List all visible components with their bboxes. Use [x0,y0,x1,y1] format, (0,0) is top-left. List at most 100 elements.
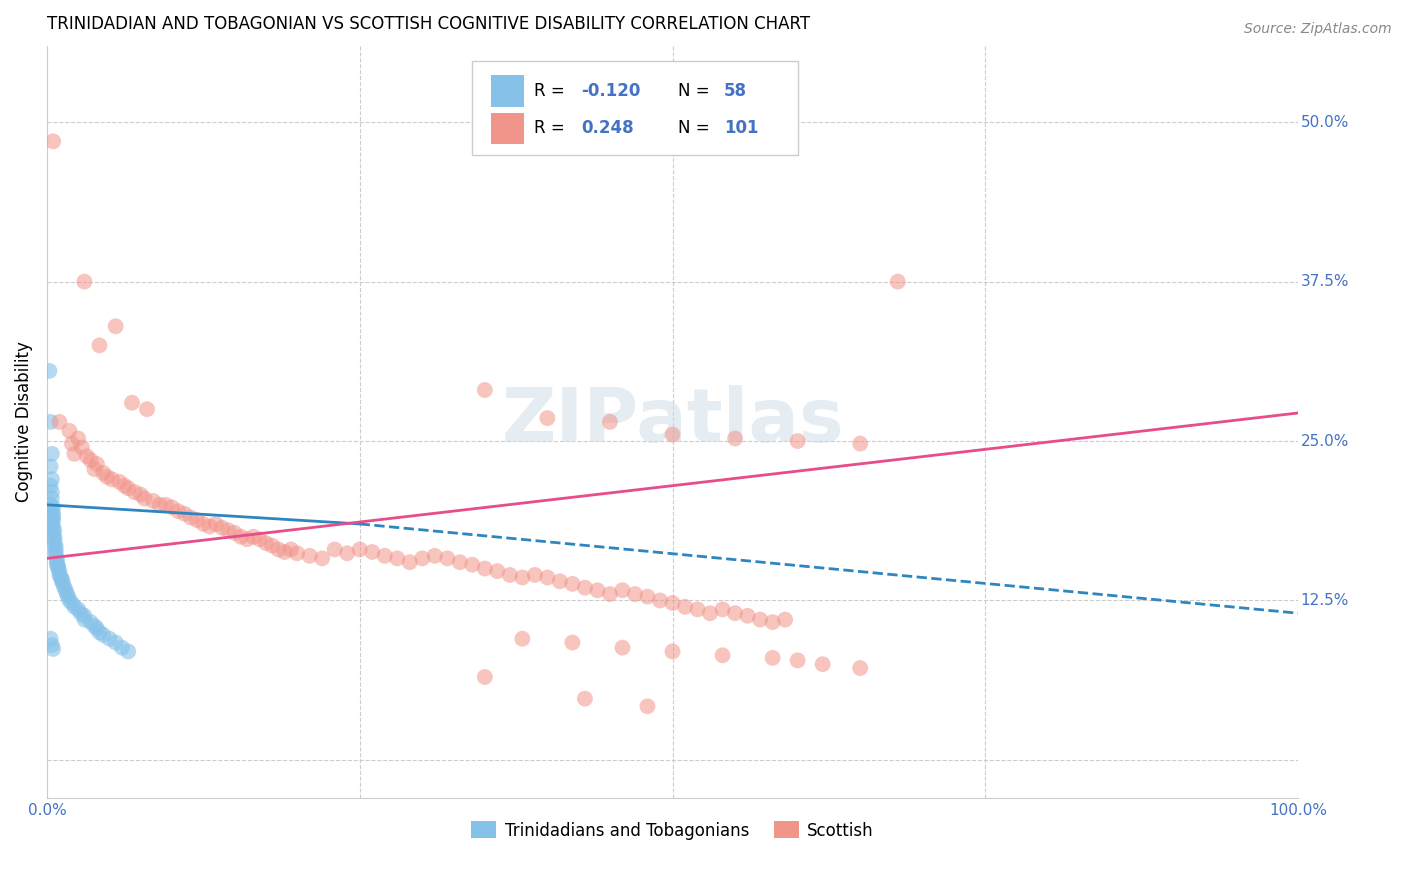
Point [55,583,77,598]
Point [586,583,609,598]
Point [58,593,80,607]
Point [51,572,73,586]
Point [661,427,683,442]
Point [436,551,458,566]
Text: TRINIDADIAN AND TOBAGONIAN VS SCOTTISH COGNITIVE DISABILITY CORRELATION CHART: TRINIDADIAN AND TOBAGONIAN VS SCOTTISH C… [46,15,810,33]
Point [561,577,583,591]
Point [134,491,156,506]
Text: 37.5%: 37.5% [1301,274,1350,289]
Point [599,415,621,429]
Point [599,587,621,601]
Point [142,494,165,508]
Point [44,530,66,544]
Point [160,500,183,515]
Point [67,432,90,446]
Point [193,516,215,531]
Point [249,533,271,547]
Point [46,561,69,575]
Point [42,525,65,540]
Point [41,504,63,518]
Point [70,441,93,455]
Text: R =: R = [534,120,569,137]
Text: 0.248: 0.248 [581,120,634,137]
Point [637,590,659,604]
Point [41,472,63,486]
Point [41,485,63,500]
Point [612,583,634,598]
Point [48,564,70,578]
FancyBboxPatch shape [491,75,523,107]
Point [211,521,233,535]
Point [512,570,534,584]
Point [45,542,67,557]
Point [661,596,683,610]
Point [523,568,546,582]
Point [737,608,759,623]
Point [236,533,259,547]
Point [41,491,63,506]
Point [39,459,62,474]
Point [486,564,509,578]
Point [41,516,63,531]
Point [73,608,96,623]
Point [89,338,111,352]
Point [117,644,139,658]
Point [98,632,121,646]
Point [42,500,65,515]
Point [186,513,208,527]
Text: 50.0%: 50.0% [1301,115,1348,129]
Point [56,587,79,601]
Point [69,606,91,620]
Point [661,644,683,658]
Point [711,648,734,663]
Point [136,402,159,417]
Point [536,570,558,584]
Point [45,539,67,553]
Point [686,602,709,616]
Point [39,498,62,512]
Point [499,568,522,582]
Point [474,383,496,397]
Text: Source: ZipAtlas.com: Source: ZipAtlas.com [1244,22,1392,37]
Point [762,615,785,629]
Point [91,466,114,480]
Point [411,551,433,566]
Point [811,657,834,672]
Point [121,396,143,410]
Point [91,628,114,642]
Point [42,510,65,524]
Point [155,498,177,512]
Point [336,546,359,560]
Point [73,613,96,627]
Point [204,516,226,531]
Point [786,434,808,448]
Point [45,555,67,569]
Point [45,545,67,559]
Text: ZIPatlas: ZIPatlas [501,385,844,458]
Point [96,469,118,483]
Point [474,561,496,575]
Point [273,545,295,559]
Point [129,487,152,501]
Text: R =: R = [534,82,569,100]
Point [474,670,496,684]
Point [79,615,101,629]
Point [648,593,671,607]
Point [48,568,70,582]
Point [124,485,146,500]
Point [83,619,105,633]
Point [280,542,302,557]
Point [749,613,772,627]
Point [104,319,127,334]
Point [39,478,62,492]
Point [41,638,63,652]
Y-axis label: Cognitive Disability: Cognitive Disability [15,342,32,502]
Point [52,577,75,591]
Point [699,606,721,620]
Text: 101: 101 [724,120,758,137]
Point [42,513,65,527]
Point [60,436,83,450]
Point [267,542,290,557]
Point [786,653,808,667]
Point [101,472,124,486]
